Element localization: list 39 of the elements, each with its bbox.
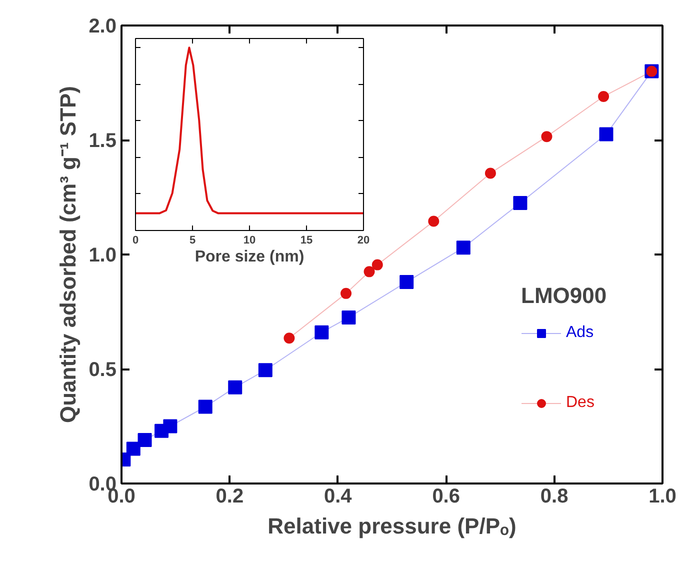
point: [484, 168, 496, 179]
x-tick-label: 0.4: [324, 486, 353, 508]
point: [284, 332, 295, 344]
y-axis-title: Quantity adsorbed (cm³ g⁻¹ STP): [56, 86, 81, 424]
point: [400, 274, 414, 289]
point: [364, 266, 375, 278]
point: [541, 131, 552, 142]
point: [599, 127, 614, 142]
x-axis-title: Pore size (nm): [194, 248, 304, 266]
point: [228, 380, 242, 394]
point: [198, 400, 212, 414]
x-tick-label: 10: [243, 234, 256, 246]
point: [314, 325, 329, 340]
point: [340, 288, 352, 299]
x-tick-label: 0.2: [216, 486, 244, 508]
x-tick-label: 20: [357, 234, 370, 246]
point: [598, 91, 610, 102]
x-tick-label: 15: [300, 234, 313, 246]
point: [428, 216, 440, 227]
x-tick-label: 5: [189, 234, 196, 246]
point: [163, 419, 178, 434]
y-tick-label: 2.0: [88, 16, 117, 38]
point: [513, 196, 528, 210]
x-tick-label: 1.0: [648, 486, 676, 508]
legend-title: LMO900: [521, 283, 607, 309]
point: [342, 310, 356, 324]
point: [258, 363, 272, 378]
x-tick-label: 0.6: [432, 486, 460, 508]
point: [138, 432, 152, 447]
legend-label: Des: [566, 394, 594, 412]
point: [456, 240, 470, 255]
x-axis-title: Relative pressure (P/Pₒ): [268, 514, 516, 538]
legend-label: Ads: [566, 324, 594, 342]
x-tick-label: 0.8: [540, 486, 568, 508]
y-tick-label: 0.5: [88, 359, 117, 381]
x-tick-label: 0: [132, 234, 139, 246]
y-tick-label: 1.5: [88, 130, 117, 152]
point: [126, 442, 140, 456]
point: [372, 259, 383, 270]
